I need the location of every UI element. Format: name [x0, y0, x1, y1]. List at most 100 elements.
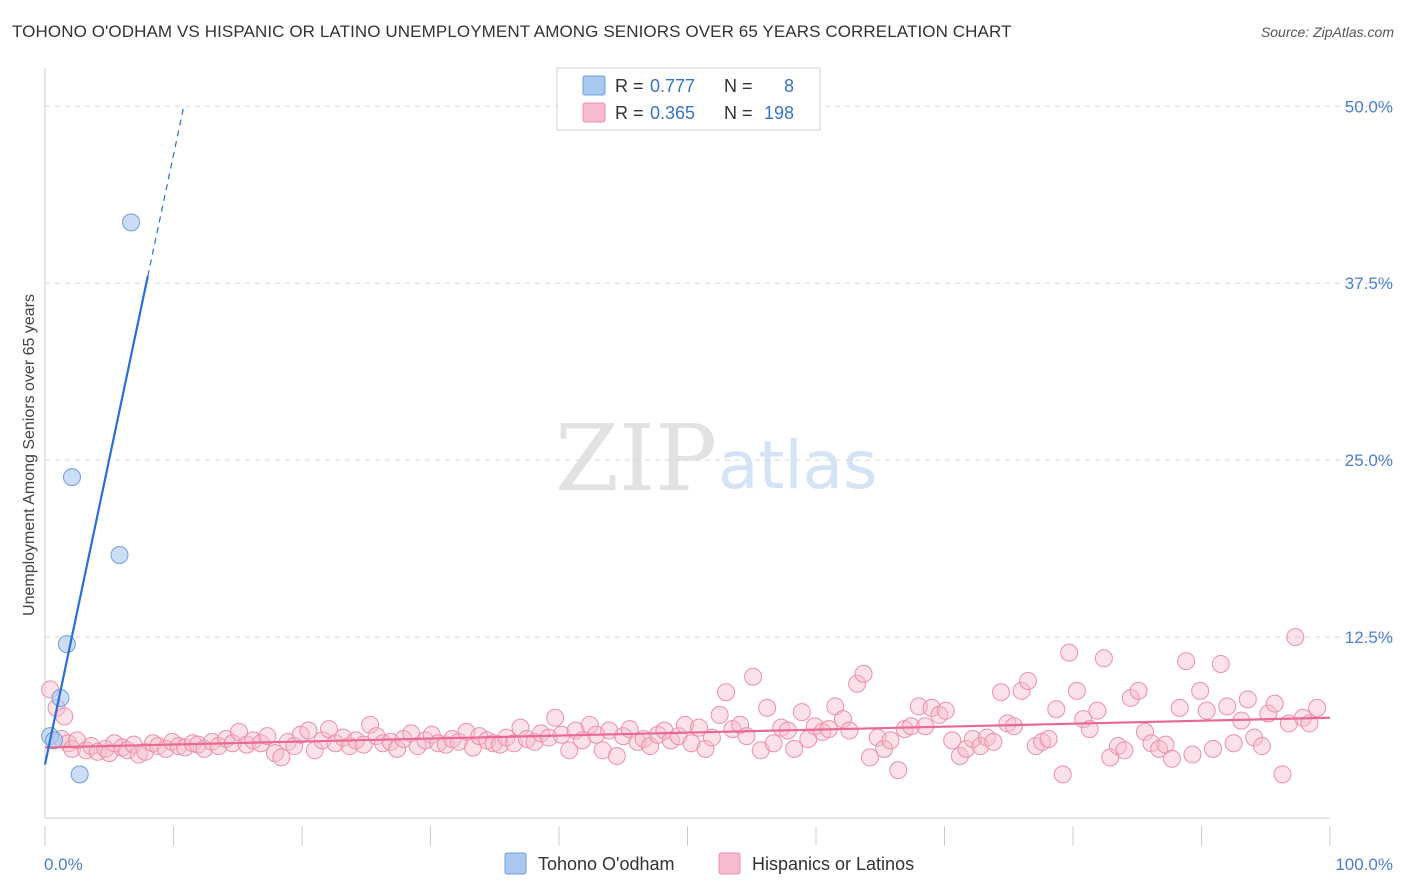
data-point-hispanic	[758, 698, 777, 717]
legend-label-tohono: Tohono O'odham	[538, 854, 675, 874]
axes	[44, 68, 1331, 846]
data-point-hispanic	[655, 721, 674, 740]
data-point-hispanic	[1053, 765, 1072, 784]
data-point-hispanic	[957, 739, 976, 758]
y-tick-labels: 12.5% 25.0% 37.5% 50.0%	[1345, 97, 1393, 647]
chart-title: TOHONO O'ODHAM VS HISPANIC OR LATINO UNE…	[12, 22, 1012, 41]
data-point-hispanic	[1080, 720, 1099, 739]
y-tick-label: 25.0%	[1345, 451, 1393, 470]
data-point-hispanic	[860, 748, 879, 767]
x-tick-labels: 0.0% 100.0%	[44, 855, 1393, 874]
trend-line-hispanic	[44, 716, 1331, 749]
data-point-hispanic	[696, 739, 715, 758]
data-point-hispanic	[1121, 688, 1140, 707]
data-point-hispanic	[1129, 681, 1148, 700]
data-point-hispanic	[840, 721, 859, 740]
data-point-hispanic	[169, 737, 188, 756]
stats-legend-swatch-blue	[582, 75, 606, 96]
data-point-hispanic	[1197, 701, 1216, 720]
data-point-tohono	[57, 635, 76, 654]
data-point-hispanic	[209, 737, 228, 756]
data-point-hispanic	[1191, 681, 1210, 700]
gridlines	[45, 105, 1393, 638]
data-point-hispanic	[717, 683, 736, 702]
data-point-hispanic	[361, 715, 380, 734]
data-point-hispanic	[1039, 729, 1058, 748]
data-point-hispanic	[55, 707, 74, 726]
y-tick-label: 37.5%	[1345, 274, 1393, 293]
data-point-hispanic	[963, 729, 982, 748]
stats-legend-swatch-pink	[582, 102, 606, 123]
data-point-hispanic	[1115, 741, 1134, 760]
data-point-hispanic	[1012, 681, 1031, 700]
data-point-hispanic	[1183, 745, 1202, 764]
stats-r-value: 0.777	[650, 76, 695, 96]
data-point-hispanic	[1252, 737, 1271, 756]
data-point-hispanic	[792, 703, 811, 722]
stats-n-label: N =	[724, 103, 753, 123]
data-point-hispanic	[881, 731, 900, 750]
data-point-hispanic	[1286, 628, 1305, 647]
data-point-hispanic	[710, 705, 729, 724]
data-point-hispanic	[984, 732, 1003, 751]
series-legend: Tohono O'odham Hispanics or Latinos	[504, 852, 914, 875]
data-point-hispanic	[614, 727, 633, 746]
data-point-hispanic	[682, 734, 701, 753]
legend-swatch-pink	[718, 852, 741, 875]
data-point-hispanic	[1211, 654, 1230, 673]
data-point-hispanic	[950, 746, 969, 765]
legend-swatch-blue	[504, 852, 527, 875]
data-point-hispanic	[1019, 671, 1038, 690]
data-point-hispanic	[1088, 701, 1107, 720]
data-point-hispanic	[922, 698, 941, 717]
data-point-hispanic	[1094, 649, 1113, 668]
stats-n-value: 8	[784, 76, 794, 96]
data-point-hispanic	[1204, 739, 1223, 758]
data-point-hispanic	[1060, 643, 1079, 662]
data-point-tohono	[70, 765, 89, 784]
data-point-hispanic	[943, 731, 962, 750]
legend-label-hispanic: Hispanics or Latinos	[752, 854, 914, 874]
data-point-hispanic	[560, 741, 579, 760]
data-point-hispanic	[1224, 734, 1243, 753]
stats-n-label: N =	[724, 76, 753, 96]
data-point-hispanic	[1238, 690, 1257, 709]
data-point-hispanic	[299, 721, 318, 740]
data-point-hispanic	[258, 727, 277, 746]
watermark-zip: ZIP	[555, 405, 717, 512]
data-point-hispanic	[1308, 698, 1327, 717]
data-point-hispanic	[702, 728, 721, 747]
stats-r-label: R =	[615, 76, 644, 96]
data-point-hispanic	[593, 741, 612, 760]
data-point-hispanic	[1259, 704, 1278, 723]
data-point-hispanic	[1067, 681, 1086, 700]
series-tohono-oodham	[41, 213, 141, 784]
trend-line-tohono	[43, 275, 149, 765]
trend-lines	[43, 106, 1331, 765]
data-point-hispanic	[744, 667, 763, 686]
watermark-atlas: atlas	[718, 427, 878, 504]
data-point-hispanic	[1135, 722, 1154, 741]
data-point-hispanic	[1218, 697, 1237, 716]
data-point-hispanic	[62, 739, 81, 758]
y-tick-label: 50.0%	[1345, 97, 1393, 116]
data-point-hispanic	[848, 674, 867, 693]
data-point-hispanic	[272, 748, 291, 767]
data-point-hispanic	[1170, 698, 1189, 717]
data-point-tohono	[110, 545, 129, 564]
data-point-hispanic	[854, 664, 873, 683]
stats-r-value: 0.365	[650, 103, 695, 123]
data-point-tohono	[122, 213, 141, 232]
y-tick-label: 12.5%	[1345, 628, 1393, 647]
watermark: ZIP atlas	[555, 405, 878, 512]
chart-source: Source: ZipAtlas.com	[1260, 24, 1394, 40]
data-point-hispanic	[785, 739, 804, 758]
data-point-hispanic	[889, 761, 908, 780]
stats-legend: R = 0.777 N = 8 R = 0.365 N = 198	[556, 67, 821, 131]
data-point-hispanic	[1265, 694, 1284, 713]
data-point-hispanic	[607, 746, 626, 765]
data-point-hispanic	[1162, 749, 1181, 768]
data-point-hispanic	[909, 697, 928, 716]
data-point-hispanic	[764, 734, 783, 753]
